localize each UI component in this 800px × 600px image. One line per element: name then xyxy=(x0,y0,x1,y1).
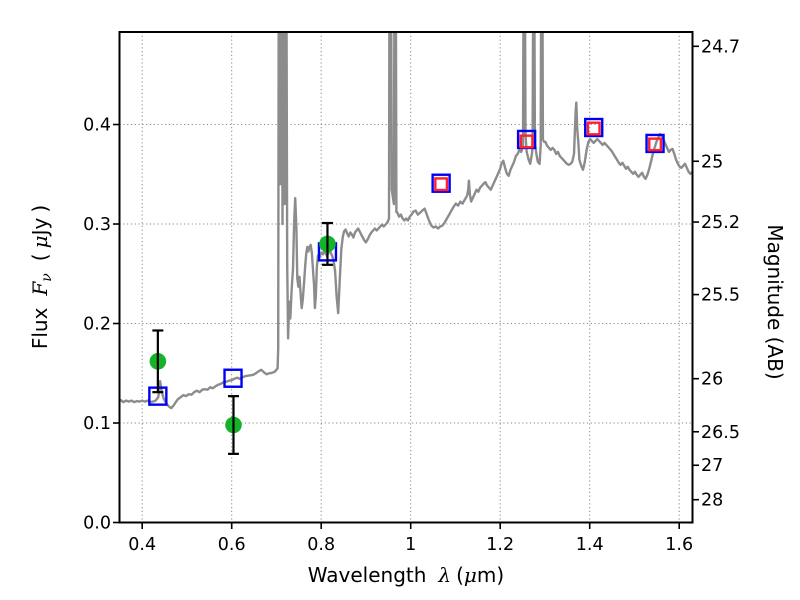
y-unit-jy: Jy xyxy=(28,217,52,236)
x-tick-label: 1 xyxy=(405,535,416,555)
nu-subscript: ν xyxy=(39,273,55,282)
y-unit-close: ) xyxy=(28,204,52,213)
flux-label-text: Flux xyxy=(28,307,52,350)
magnitude-label-text: Magnitude (AB) xyxy=(763,224,787,380)
left-y-tick-label: 0.0 xyxy=(83,514,111,534)
left-y-tick-label: 0.2 xyxy=(83,315,111,335)
mu-symbol-y: μ xyxy=(28,235,52,249)
red-square-marker xyxy=(519,134,534,149)
right-y-tick-label: 25 xyxy=(701,152,723,172)
right-y-tick-label: 25.2 xyxy=(701,213,740,233)
lambda-symbol: λ xyxy=(438,563,452,587)
flux-symbol: F xyxy=(28,281,52,296)
right-y-tick-label: 25.5 xyxy=(701,286,740,306)
left-y-axis-title: Flux Fν ( μJy) xyxy=(25,67,55,487)
x-tick-label: 0.4 xyxy=(128,535,156,555)
gridlines xyxy=(119,32,693,523)
right-y-tick-label: 28 xyxy=(701,491,723,511)
blue-square-marker xyxy=(584,117,604,138)
left-y-tick-label: 0.1 xyxy=(83,414,111,434)
mu-symbol-x: μ xyxy=(463,563,477,587)
blue-square-marker xyxy=(431,173,451,193)
galaxy-spectrum-line xyxy=(119,32,693,410)
x-axis-title: Wavelength λ (μm) xyxy=(106,563,706,587)
red-square-marker xyxy=(648,137,663,152)
error-bars xyxy=(152,221,333,455)
axis-ticks xyxy=(113,45,699,529)
x-tick-label: 1.2 xyxy=(486,535,514,555)
synthetic-photometry-blue-squares xyxy=(148,117,665,406)
x-axis-title-text: Wavelength xyxy=(307,563,427,587)
plot-frame xyxy=(118,31,694,524)
x-tick-label: 0.8 xyxy=(307,535,335,555)
red-square-marker xyxy=(434,177,449,192)
x-unit-close: m) xyxy=(476,563,505,587)
right-y-tick-label: 27 xyxy=(701,456,723,476)
model-photometry-red-squares xyxy=(434,121,663,192)
right-y-tick-label: 24.7 xyxy=(701,37,740,57)
right-y-tick-label: 26 xyxy=(701,370,723,390)
x-tick-label: 0.6 xyxy=(218,535,246,555)
left-y-tick-label: 0.3 xyxy=(83,215,111,235)
x-tick-label: 1.4 xyxy=(576,535,604,555)
x-unit-open: ( xyxy=(456,563,464,587)
left-y-tick-label: 0.4 xyxy=(83,116,111,136)
blue-square-marker xyxy=(223,368,243,388)
red-square-marker xyxy=(586,121,601,136)
right-y-tick-label: 26.5 xyxy=(701,423,740,443)
blue-square-marker xyxy=(645,133,665,154)
y-unit-open: ( xyxy=(28,253,52,262)
x-tick-label: 1.6 xyxy=(665,535,693,555)
right-y-axis-title: Magnitude (AB) xyxy=(760,92,790,512)
tick-labels: 0.4 0.6 0.8 1 1.2 1.4 1.6 0.0 0.1 0.2 0.3 0.4 24.7 25… xyxy=(83,37,740,555)
